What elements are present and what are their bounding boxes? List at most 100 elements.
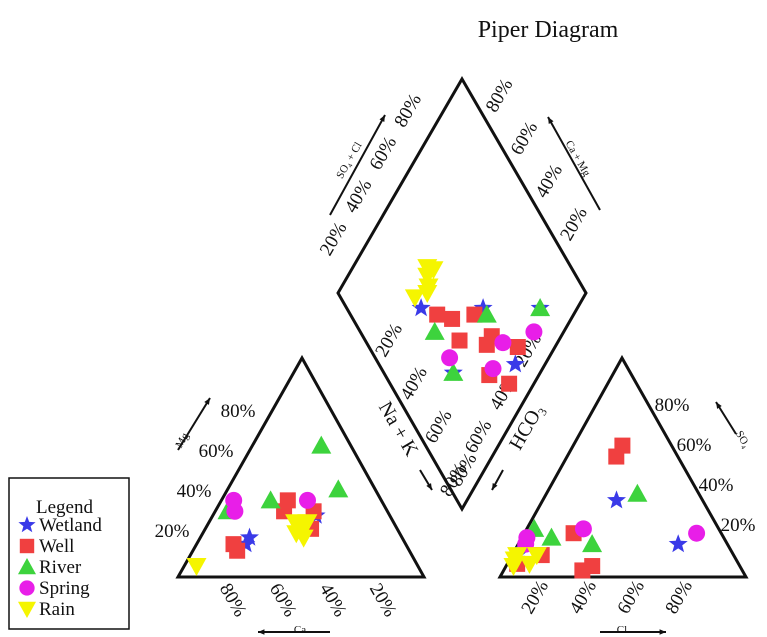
- arrow-so4-cl-head: [379, 115, 385, 122]
- tick-anion-right: 40%: [699, 475, 734, 496]
- tick-diamond-ul: 80%: [390, 90, 426, 131]
- point-spring-anion: [688, 524, 706, 542]
- point-river-anion: [541, 527, 562, 546]
- point-river-diamond: [476, 304, 497, 323]
- arrow-mg: [177, 397, 211, 451]
- legend-title: Legend: [36, 497, 93, 518]
- point-rain-anion: [507, 547, 528, 566]
- legend-marker-river: [18, 558, 36, 575]
- arrow-so4-cl: [329, 114, 386, 216]
- axis-label-cl: Cl: [617, 624, 627, 636]
- tick-anion-right: 20%: [721, 515, 756, 536]
- point-wetland-diamond: [473, 298, 493, 317]
- arrow-so4-head: [716, 402, 722, 409]
- tick-diamond-ul: 20%: [316, 219, 352, 260]
- tick-diamond-ul: 40%: [341, 176, 377, 217]
- point-well-diamond: [466, 306, 483, 323]
- point-river-diamond: [424, 321, 445, 340]
- point-well-cation: [229, 542, 246, 559]
- tick-diamond-ur: 60%: [507, 118, 543, 159]
- point-wetland-anion: [607, 490, 626, 509]
- arrow-ca-mg: [547, 116, 601, 211]
- arrow-ca-mg-head: [548, 117, 554, 124]
- point-rain-anion: [503, 558, 524, 577]
- point-rain-anion: [526, 547, 547, 566]
- point-spring-diamond: [441, 349, 459, 367]
- arrow-ca-head: [258, 629, 265, 635]
- point-river-cation: [260, 490, 281, 509]
- tick-diamond-lr: 60%: [461, 416, 497, 457]
- point-wetland-anion: [668, 534, 688, 553]
- anion-triangle: [497, 354, 749, 579]
- tick-diamond-ur: 80%: [482, 75, 518, 116]
- tick-cation-bottom: 60%: [265, 580, 301, 621]
- tick-diamond-ur: 40%: [531, 161, 567, 202]
- cation-triangle: [175, 354, 427, 579]
- point-well-anion: [608, 448, 625, 465]
- tick-diamond-ur: 20%: [556, 204, 592, 245]
- point-wetland-cation: [236, 534, 256, 553]
- tick-cation-bottom: 80%: [215, 580, 251, 621]
- point-wetland-cation: [240, 527, 259, 546]
- point-rain-diamond: [423, 261, 444, 280]
- tick-diamond-ll: 20%: [371, 320, 407, 361]
- point-well-diamond: [501, 375, 518, 392]
- point-river-cation: [311, 435, 332, 454]
- point-wetland-diamond: [505, 354, 525, 373]
- point-spring-anion: [574, 520, 592, 538]
- arrow-mg-head: [204, 398, 210, 405]
- arrow-na-k-head: [426, 483, 432, 490]
- point-rain-cation: [297, 514, 318, 533]
- tick-cation-left: 40%: [177, 481, 212, 502]
- point-river-diamond: [530, 298, 551, 317]
- tick-cation-left: 80%: [221, 401, 256, 422]
- point-river-diamond: [443, 362, 464, 381]
- legend-marker-wetland: [18, 516, 36, 533]
- tick-diamond-ll: 60%: [421, 406, 457, 447]
- legend-label-well: Well: [39, 536, 74, 557]
- tick-anion-bottom: 40%: [565, 577, 601, 618]
- point-spring-cation: [299, 491, 316, 509]
- legend-marker-rain: [18, 601, 36, 618]
- legend-label-wetland: Wetland: [39, 515, 102, 536]
- legend-label-river: River: [39, 557, 82, 578]
- chart-title: Piper Diagram: [478, 17, 619, 43]
- point-spring-diamond: [494, 334, 512, 352]
- tick-cation-left: 20%: [155, 521, 190, 542]
- tick-diamond-ll: 40%: [396, 363, 432, 404]
- point-wetland-diamond: [411, 298, 431, 317]
- point-river-anion: [582, 534, 603, 553]
- axis-label-hco3: HCO₃: [505, 400, 549, 454]
- arrow-hco3-head: [492, 483, 498, 490]
- tick-anion-right: 60%: [677, 435, 712, 456]
- legend-marker-spring: [19, 580, 35, 596]
- point-well-diamond: [429, 306, 446, 323]
- tick-anion-bottom: 20%: [517, 577, 553, 618]
- tick-cation-left: 60%: [199, 441, 234, 462]
- point-well-diamond: [444, 310, 461, 327]
- diamond: [336, 76, 588, 513]
- point-river-anion: [627, 483, 648, 502]
- point-spring-diamond: [484, 360, 502, 378]
- legend-label-rain: Rain: [39, 599, 75, 620]
- point-well-diamond: [451, 332, 468, 349]
- axis-label-ca-mg: Ca + Mg: [563, 139, 593, 179]
- point-spring-cation: [225, 491, 243, 509]
- point-river-cation: [328, 479, 349, 498]
- tick-anion-right: 80%: [655, 395, 690, 416]
- legend-marker-well: [19, 538, 35, 554]
- tick-anion-bottom: 80%: [661, 577, 697, 618]
- tick-anion-bottom: 60%: [613, 577, 649, 618]
- point-well-diamond: [509, 339, 526, 355]
- point-well-anion: [574, 562, 591, 579]
- point-spring-diamond: [525, 323, 543, 341]
- legend-label-spring: Spring: [39, 578, 90, 599]
- point-rain-diamond: [404, 289, 425, 308]
- axis-label-ca: Ca: [294, 624, 306, 636]
- point-rain-cation: [186, 558, 207, 577]
- tick-cation-bottom: 20%: [365, 580, 401, 621]
- point-rain-diamond: [417, 285, 438, 303]
- point-rain-cation: [293, 529, 314, 548]
